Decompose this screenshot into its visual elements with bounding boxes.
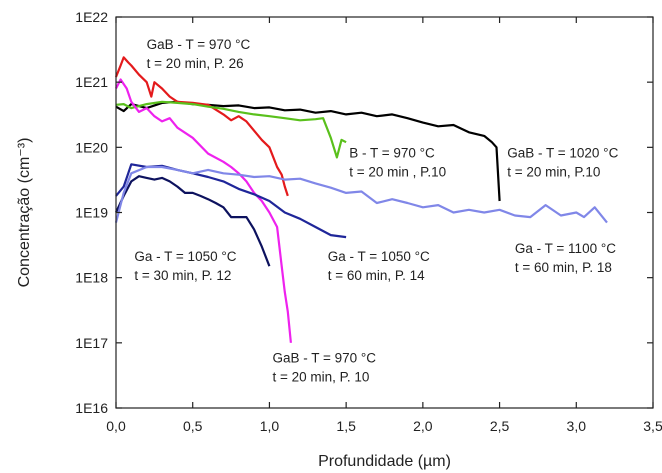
y-axis-title: Concentração (cm⁻³): [16, 138, 33, 288]
annotation-4-line-2: t = 30 min, P. 12: [134, 268, 231, 283]
annotation-5-line-1: Ga - T = 1050 °C: [328, 249, 430, 264]
annotation-4-line-1: Ga - T = 1050 °C: [134, 249, 236, 264]
annotation-6-line-1: Ga - T = 1100 °C: [515, 241, 616, 256]
series-line-1: [115, 100, 501, 202]
series-line-5: [115, 163, 347, 239]
annotation-6-line-2: t = 60 min, P. 18: [515, 260, 612, 275]
series-line-4: [115, 78, 292, 343]
x-tick-label: 1,5: [336, 418, 356, 434]
x-tick-label: 0,0: [106, 418, 126, 434]
x-tick-label: 2,0: [413, 418, 433, 434]
series-line-7: [114, 165, 608, 224]
x-tick-label: 3,0: [567, 418, 587, 434]
annotation-layer: GaB - T = 970 °C t = 20 min, P. 26 B - T =…: [134, 37, 618, 384]
y-tick-label: 1E22: [75, 9, 108, 25]
y-tick-label: 1E21: [75, 74, 108, 90]
annotation-7-line-1: GaB - T = 970 °C: [272, 350, 376, 365]
y-tick-label: 1E19: [75, 205, 108, 221]
annotation-3-line-2: t = 20 min, P.10: [507, 164, 600, 179]
series-line-3: [115, 100, 347, 159]
y-tick-label: 1E18: [75, 270, 108, 286]
x-tick-label: 1,0: [260, 418, 280, 434]
annotation-7-line-2: t = 20 min, P. 10: [272, 369, 369, 384]
x-tick-label: 3,5: [643, 418, 662, 434]
y-tick-label: 1E20: [75, 139, 108, 155]
y-tick-label: 1E17: [75, 335, 108, 351]
annotation-2-line-1: B - T = 970 °C: [349, 145, 435, 160]
annotation-1-line-2: t = 20 min, P. 26: [147, 56, 244, 71]
series-layer: [114, 56, 608, 343]
x-tick-label: 0,5: [183, 418, 203, 434]
annotation-1-line-1: GaB - T = 970 °C: [147, 37, 251, 52]
x-tick-label: 2,5: [490, 418, 510, 434]
series-line-6: [115, 175, 271, 267]
x-axis-title: Profundidade (µm): [318, 453, 451, 470]
annotation-3-line-1: GaB - T = 1020 °C: [507, 145, 618, 160]
annotation-5-line-2: t = 60 min, P. 14: [328, 268, 425, 283]
series-line-2: [114, 56, 289, 197]
y-tick-label: 1E16: [75, 400, 108, 416]
tick-layer: 0,0 0,5 1,0 1,5 2,0 2,5 3,0 3,5 1E16 1E17 1E18 1E19…: [75, 9, 662, 434]
annotation-2-line-2: t = 20 min , P.10: [349, 164, 446, 179]
